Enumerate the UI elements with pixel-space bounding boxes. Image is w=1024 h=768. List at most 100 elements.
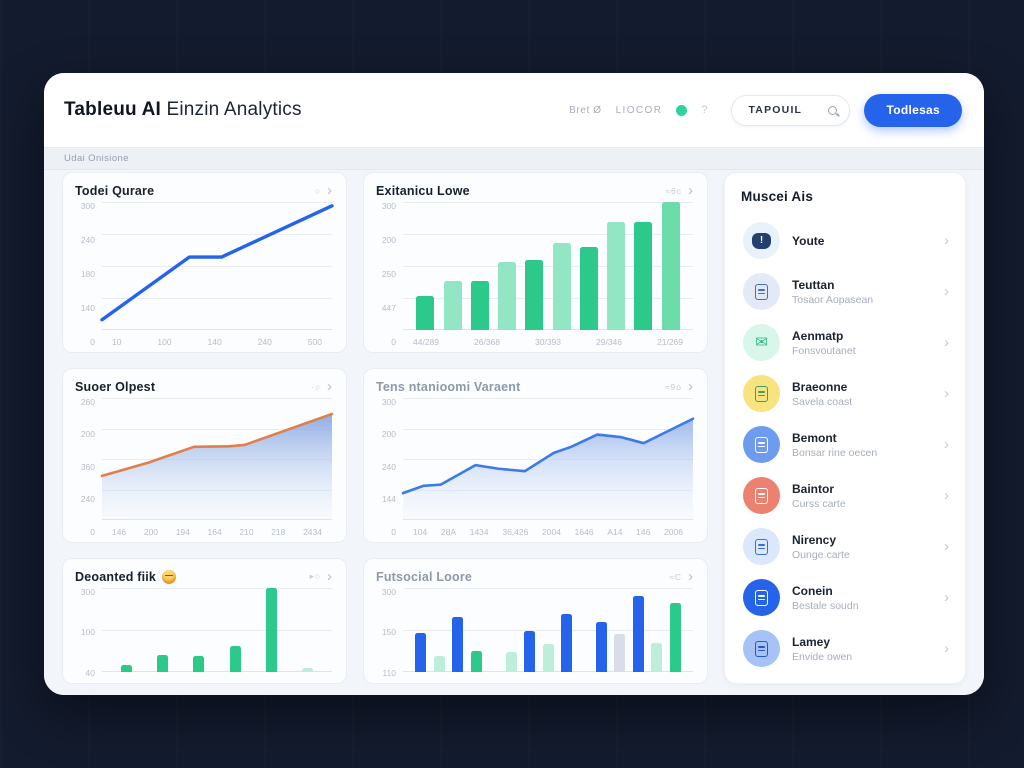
sidebar-item-desc: Fonsvoutanet (792, 344, 856, 357)
app-header: Tableuu AI Einzin Analytics Bret Ø LIOCO… (44, 73, 984, 147)
sidebar-item-label: Aenmatp (792, 328, 844, 343)
status-dot-icon (676, 104, 688, 116)
list-item[interactable]: Lamey Envide owen › (741, 624, 951, 673)
card-menu[interactable]: ≈6c › (665, 183, 693, 198)
options-icon[interactable]: ≈6c (665, 185, 682, 196)
dashboard-grid: Todei Qurare ○ › 300 240 180 140 0 10 100 140 24… (44, 170, 984, 695)
sidebar-item-label: Nirency (792, 532, 837, 547)
list-item[interactable]: Baintor Curss carte › (741, 471, 951, 520)
screen-icon (743, 579, 780, 616)
document-icon (743, 477, 780, 514)
chart-card-suoer-olpest: Suoer Olpest ·○ › 260 200 360 240 0 146 200 194… (62, 368, 347, 543)
options-icon[interactable]: ≈9o (664, 381, 682, 392)
chevron-right-icon: › (944, 232, 949, 249)
sidebar-item-desc: Curss carte (792, 497, 846, 510)
card-title: Todei Qurare (75, 183, 155, 198)
bar (651, 642, 663, 672)
card-title: Exitanicu Lowe (376, 183, 470, 198)
document-icon (743, 375, 780, 412)
bar (632, 596, 644, 672)
options-icon[interactable]: ≈C (669, 571, 682, 582)
sidebar-item-label: Youte (792, 233, 825, 248)
search-input[interactable] (748, 104, 821, 116)
document-icon (743, 273, 780, 310)
sidebar-item-label: Conein (792, 583, 833, 598)
bar-chart-canvas: 300 200 250 447 0 44/289 26/368 30/393 29/346 21/… (376, 202, 693, 346)
list-item[interactable]: Bemont Bonsar rine oecen › (741, 420, 951, 469)
breadcrumb: Udai Onisione (64, 153, 129, 164)
bar (561, 614, 573, 672)
card-menu[interactable]: ○ › (315, 183, 332, 198)
card-menu[interactable]: ·○ › (311, 379, 332, 394)
chevron-right-icon[interactable]: › (327, 378, 332, 395)
help-icon[interactable]: ? (701, 104, 708, 116)
app-subtitle: Einzin Analytics (166, 99, 302, 120)
chevron-right-icon[interactable]: › (688, 568, 693, 585)
chevron-right-icon[interactable]: › (327, 182, 332, 199)
list-item[interactable]: Teuttan Tosaor Aopasean › (741, 267, 951, 316)
options-icon[interactable]: ·○ (311, 381, 321, 392)
card-title: Suoer Olpest (75, 379, 156, 394)
options-icon[interactable]: ▸○ (309, 571, 321, 581)
chevron-right-icon: › (944, 283, 949, 300)
sidebar-item-desc: Bestale soudn (792, 599, 859, 612)
sidebar-item-label: Bemont (792, 430, 837, 445)
area-chart-canvas: 260 200 360 240 0 146 200 194 164 210 218 2434 (75, 398, 332, 536)
sidebar-item-label: Lamey (792, 634, 831, 649)
bar (634, 222, 653, 330)
bar (579, 246, 598, 330)
card-title: Deoanted fiik (75, 569, 177, 584)
sidebar-item-desc: Savela coast (792, 395, 853, 408)
chevron-right-icon[interactable]: › (688, 378, 693, 395)
bar (157, 655, 169, 672)
bar (433, 655, 445, 672)
card-menu[interactable]: ≈C › (669, 569, 693, 584)
chat-blob-icon: ! (743, 222, 780, 259)
bar (193, 656, 205, 672)
list-item[interactable]: Conein Bestale soudn › (741, 573, 951, 622)
bar (525, 259, 544, 330)
sidebar-item-label: Braeonne (792, 379, 848, 394)
emoji-face-icon (162, 569, 177, 584)
chart-card-tens-varaent: Tens ntanioomi Varaent ≈9o › 300 200 240 14… (363, 368, 708, 543)
bar (498, 261, 517, 330)
search-icon[interactable] (828, 105, 838, 115)
dashboard-window: Tableuu AI Einzin Analytics Bret Ø LIOCO… (44, 73, 984, 695)
sidebar-title: Muscei Ais (741, 189, 814, 204)
list-item[interactable]: Braeonne Savela coast › (741, 369, 951, 418)
bar (524, 630, 536, 672)
chart-card-todei-qurare: Todei Qurare ○ › 300 240 180 140 0 10 100 140 24… (62, 172, 347, 353)
card-title: Futsocial Loore (376, 569, 473, 584)
bar (505, 651, 517, 672)
bar (301, 667, 313, 672)
list-item[interactable]: ! Youte › (741, 216, 951, 265)
list-item[interactable]: ✉ Aenmatp Fonsvoutanet › (741, 318, 951, 367)
primary-action-button[interactable]: Todlesas (864, 93, 962, 127)
options-icon[interactable]: ○ (314, 185, 321, 196)
sidebar-item-desc: Ounge carte (792, 548, 850, 561)
card-title: Tens ntanioomi Varaent (376, 379, 521, 394)
document-icon (743, 528, 780, 565)
chevron-right-icon[interactable]: › (327, 568, 332, 585)
bar-chart-canvas: 300 100 40 (75, 588, 332, 677)
sidebar-item-label: Baintor (792, 481, 834, 496)
search-box[interactable] (731, 94, 851, 126)
card-menu[interactable]: ≈9o › (665, 379, 693, 394)
chart-card-futsocial-loore: Futsocial Loore ≈C › 300 150 110 (363, 558, 708, 684)
sidebar-item-desc: Envide owen (792, 650, 853, 663)
card-menu[interactable]: ▸○ › (310, 569, 332, 584)
bar (607, 222, 626, 330)
bar (452, 616, 464, 672)
chart-card-exitanicu-lowe: Exitanicu Lowe ≈6c › 300 200 250 447 0 44/289… (363, 172, 708, 353)
chevron-right-icon[interactable]: › (688, 182, 693, 199)
bar (661, 202, 680, 330)
page-title: Tableuu AI Einzin Analytics (64, 99, 302, 121)
document-icon (743, 630, 780, 667)
bar (229, 645, 241, 672)
header-meta-a: Bret Ø (569, 104, 602, 116)
app-brand: Tableuu AI (64, 99, 161, 120)
list-item[interactable]: Nirency Ounge carte › (741, 522, 951, 571)
bar (595, 621, 607, 672)
breadcrumb-strip: Udai Onisione (44, 147, 984, 170)
bar (470, 281, 489, 330)
